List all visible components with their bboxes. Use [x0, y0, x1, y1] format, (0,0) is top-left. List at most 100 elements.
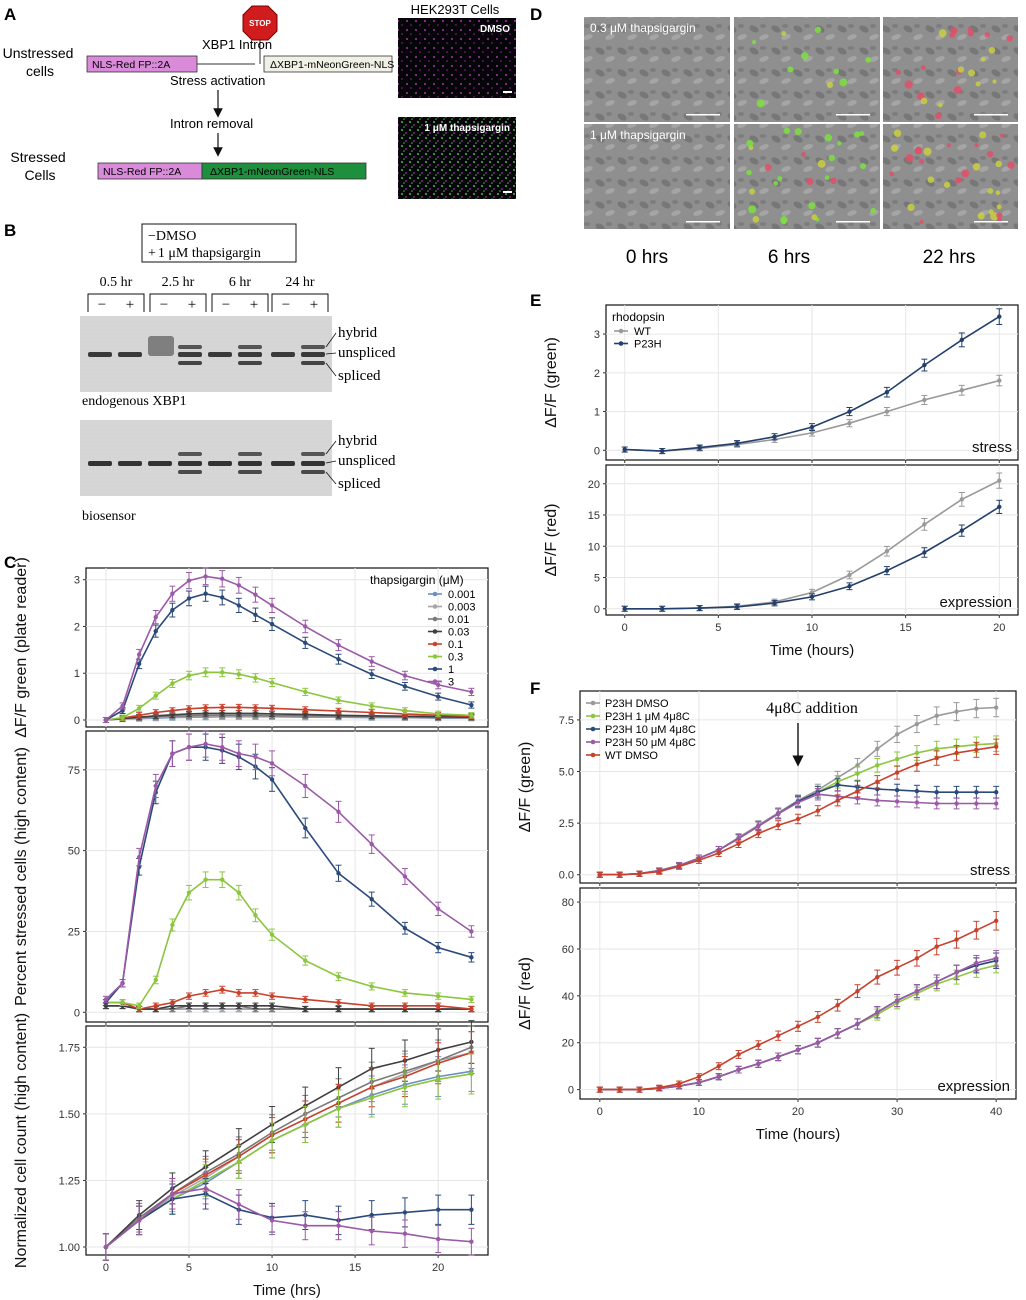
data-point	[772, 600, 777, 606]
data-point	[269, 706, 275, 711]
data-point	[203, 591, 208, 596]
data-point	[997, 314, 1002, 319]
data-point	[220, 705, 225, 710]
data-point	[369, 1095, 374, 1101]
data-point	[236, 583, 242, 588]
gel-bands	[88, 336, 325, 474]
tick-label-y: 0	[594, 445, 600, 457]
fluorescent-cell	[889, 171, 895, 177]
series-line	[105, 1192, 472, 1248]
data-point	[894, 732, 900, 737]
microscopy-grid	[584, 17, 1018, 229]
data-point	[914, 762, 920, 767]
data-point	[934, 789, 939, 795]
data-point	[696, 1080, 702, 1085]
gel-band	[238, 452, 262, 456]
data-point	[597, 1087, 603, 1092]
data-point	[220, 1003, 225, 1009]
xbp1-box-stressed	[201, 162, 367, 180]
gel-band	[301, 461, 325, 466]
series-0-3	[102, 871, 475, 1010]
fluorescent-cell	[895, 69, 901, 75]
plot-frame	[85, 567, 489, 728]
fluorescent-cell	[801, 52, 809, 60]
chart-f-bot: 0 20 40 60 80 0 10 20 30 40 Time (hours) ΔF/F (red)…	[517, 887, 1017, 1143]
tick-label-y: 0	[594, 604, 600, 616]
chart-legend: thapsigargin (μM) 0.0010.0030.010.030.10.…	[370, 573, 476, 689]
fluorescent-cell	[957, 66, 965, 73]
data-point	[303, 640, 308, 646]
fluorescent-cell	[859, 131, 865, 137]
time-label: 0.5 hr	[100, 275, 133, 290]
fluorescent-cell	[914, 146, 922, 155]
data-point	[253, 913, 258, 918]
data-point	[734, 604, 740, 610]
stop-sign-icon	[242, 5, 278, 41]
fluorescent-cell	[919, 219, 924, 225]
data-point	[220, 670, 225, 675]
legend-label: 0.003	[448, 602, 476, 614]
data-point	[153, 693, 158, 698]
fluorescent-cell	[943, 181, 951, 188]
data-point	[884, 568, 890, 573]
data-point	[336, 1106, 341, 1111]
data-point	[303, 997, 308, 1002]
d-col-1: 6 hrs	[768, 247, 810, 268]
data-point	[959, 528, 965, 533]
data-point	[336, 656, 341, 662]
data-point	[369, 659, 374, 664]
data-point	[103, 717, 109, 723]
legend-marker	[590, 700, 596, 706]
intron-label: XBP1 Intron	[202, 37, 272, 52]
plus-sign: +	[250, 297, 258, 313]
legend-label: 0.3	[448, 652, 463, 664]
gel-band	[301, 452, 325, 456]
tick-label-y: 0.0	[559, 870, 574, 882]
data-point	[756, 824, 761, 829]
panel-label-e: E	[530, 291, 541, 310]
tick-label-y: 1	[74, 668, 80, 680]
band-label: unspliced	[338, 453, 396, 469]
data-point	[959, 497, 965, 502]
band-labels: hybrid unspliced spliced hybrid unspliced spl…	[325, 325, 396, 492]
data-point	[875, 746, 880, 752]
legend-marker	[432, 679, 438, 684]
data-point	[336, 642, 341, 648]
data-point	[855, 788, 860, 794]
gel-band	[88, 352, 112, 357]
legend-label: 0.03	[448, 627, 469, 639]
fluorescent-cell	[824, 175, 830, 180]
data-point	[402, 926, 408, 931]
data-point	[203, 705, 208, 711]
data-point	[997, 378, 1002, 383]
data-point	[736, 1067, 741, 1072]
microscopy-image	[584, 17, 730, 122]
data-point	[922, 550, 927, 555]
tick-label-y: 5.0	[559, 767, 574, 779]
legend-label: WT	[634, 326, 651, 338]
data-point	[136, 661, 142, 667]
data-point	[236, 711, 242, 716]
data-point	[236, 705, 242, 710]
fluorescent-cell	[996, 212, 1003, 219]
tick-label-y: 1.00	[59, 1242, 80, 1254]
data-point	[795, 800, 801, 805]
fluorescent-cell	[817, 159, 826, 168]
data-point	[336, 1223, 341, 1228]
tick-label-x: 0	[103, 1262, 109, 1274]
fluorescent-cell	[870, 207, 877, 214]
data-point	[402, 990, 408, 996]
legend-label: 0.01	[448, 614, 469, 626]
data-point	[993, 789, 999, 795]
tick-label-y: 15	[588, 510, 600, 522]
data-point	[617, 872, 622, 877]
data-point	[756, 1042, 761, 1048]
tick-label-x: 20	[993, 622, 1005, 634]
series-p23h	[621, 499, 1003, 612]
data-point	[203, 711, 208, 716]
fluorescent-cell	[972, 163, 981, 171]
legend-marker	[432, 654, 438, 659]
data-point	[775, 822, 781, 828]
data-point	[203, 670, 208, 675]
band-pointer	[325, 332, 337, 348]
